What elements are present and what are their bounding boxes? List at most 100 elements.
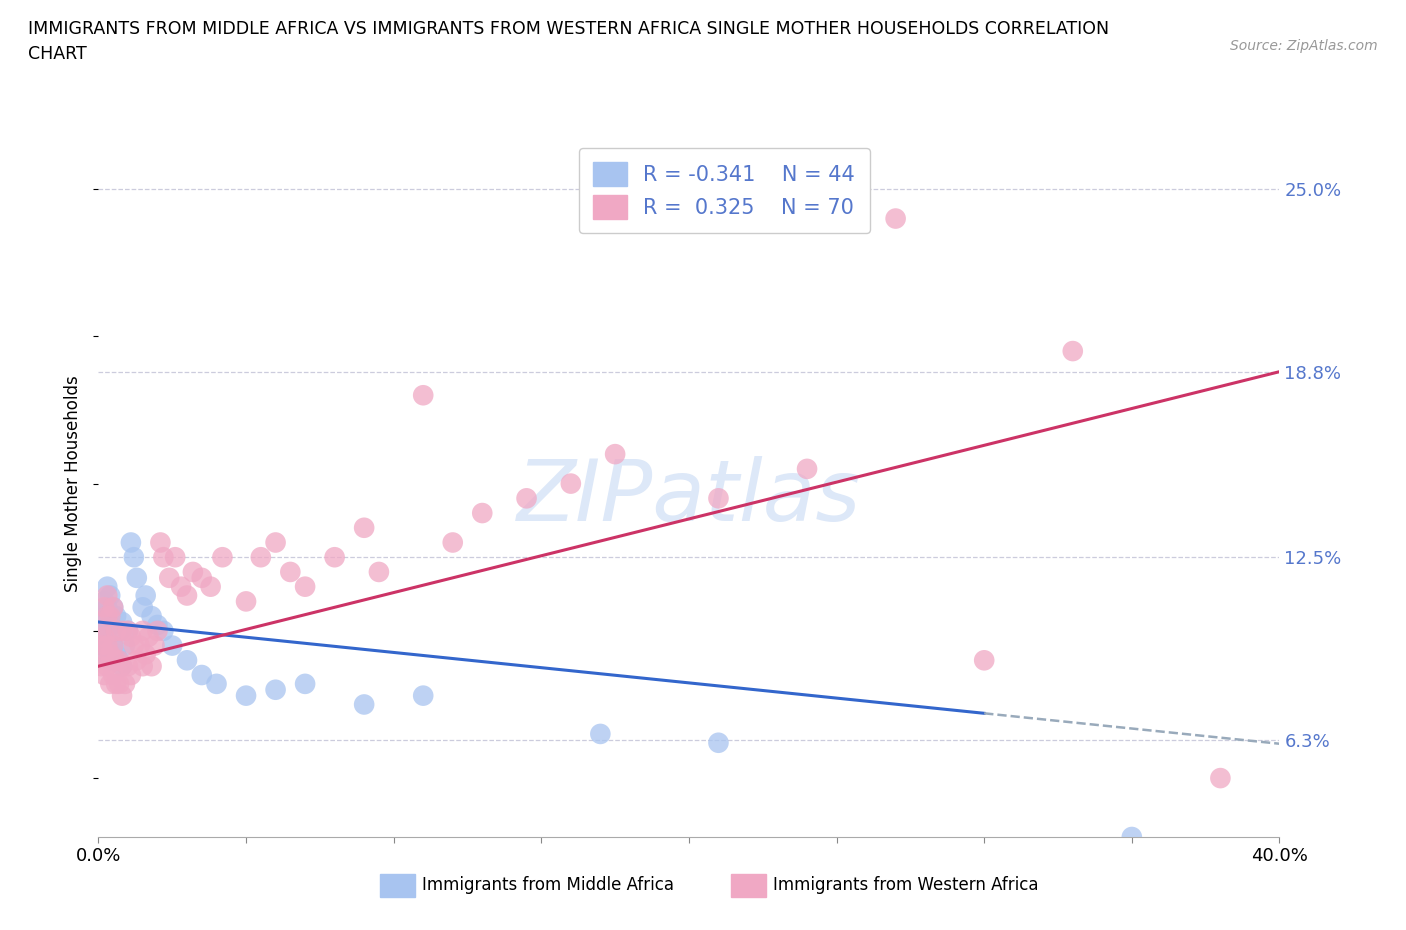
Point xyxy=(176,588,198,603)
Point xyxy=(114,638,136,653)
Point xyxy=(111,658,134,673)
Point xyxy=(353,521,375,536)
Point xyxy=(135,647,157,662)
Point xyxy=(93,600,115,615)
Point xyxy=(125,653,148,668)
Point xyxy=(471,506,494,521)
Point xyxy=(117,658,139,673)
Point xyxy=(96,579,118,594)
Point xyxy=(132,600,155,615)
Point xyxy=(143,638,166,653)
Point xyxy=(120,668,142,683)
Point xyxy=(105,653,128,668)
Point xyxy=(707,736,730,751)
Point xyxy=(96,609,118,624)
Point xyxy=(884,211,907,226)
Point xyxy=(605,446,627,461)
Point xyxy=(515,491,537,506)
Point xyxy=(96,638,118,653)
Point xyxy=(96,658,118,673)
Point xyxy=(103,638,125,653)
Point xyxy=(162,638,183,653)
Point xyxy=(294,579,316,594)
Point xyxy=(1121,830,1143,844)
Point xyxy=(93,609,115,624)
Point xyxy=(93,630,115,644)
Point xyxy=(141,609,163,624)
Point xyxy=(90,638,112,653)
Point xyxy=(146,618,169,632)
Point xyxy=(181,565,204,579)
Point xyxy=(98,618,121,632)
Point xyxy=(98,609,121,624)
Point xyxy=(103,600,125,615)
Point xyxy=(132,658,155,673)
Point xyxy=(93,630,115,644)
Point xyxy=(294,676,316,691)
Point xyxy=(211,550,233,565)
Point xyxy=(117,623,139,638)
Point xyxy=(90,638,112,653)
Point xyxy=(152,550,174,565)
Point xyxy=(200,579,222,594)
Point xyxy=(191,570,214,585)
Point xyxy=(323,550,346,565)
Point xyxy=(1062,344,1084,359)
Point xyxy=(103,668,125,683)
Point xyxy=(170,579,193,594)
Point xyxy=(108,653,131,668)
Point xyxy=(264,683,287,698)
Text: IMMIGRANTS FROM MIDDLE AFRICA VS IMMIGRANTS FROM WESTERN AFRICA SINGLE MOTHER HO: IMMIGRANTS FROM MIDDLE AFRICA VS IMMIGRA… xyxy=(28,20,1109,38)
Point xyxy=(111,623,134,638)
Point xyxy=(165,550,187,565)
Point xyxy=(93,647,115,662)
Point xyxy=(146,623,169,638)
Point xyxy=(98,588,121,603)
Point xyxy=(114,676,136,691)
Point xyxy=(90,623,112,638)
Point xyxy=(368,565,391,579)
Point xyxy=(441,535,464,550)
Point xyxy=(98,653,121,668)
Point xyxy=(90,623,112,638)
Point xyxy=(264,535,287,550)
Text: Immigrants from Western Africa: Immigrants from Western Africa xyxy=(773,876,1039,895)
Point xyxy=(108,676,131,691)
Point xyxy=(278,565,302,579)
Point xyxy=(157,570,180,585)
Text: ZIPatlas: ZIPatlas xyxy=(517,457,860,539)
Text: Source: ZipAtlas.com: Source: ZipAtlas.com xyxy=(1230,39,1378,53)
Point xyxy=(105,623,128,638)
Point xyxy=(122,638,145,653)
Point xyxy=(138,630,160,644)
Point xyxy=(235,688,257,703)
Point xyxy=(90,609,112,624)
Point xyxy=(108,623,131,638)
Point xyxy=(132,623,155,638)
Point xyxy=(111,688,134,703)
Point xyxy=(235,594,257,609)
Point xyxy=(103,600,125,615)
Point xyxy=(120,630,142,644)
Y-axis label: Single Mother Households: Single Mother Households xyxy=(65,375,83,592)
Point xyxy=(412,688,434,703)
Point xyxy=(96,638,118,653)
Point xyxy=(141,658,163,673)
Point xyxy=(353,698,375,712)
Point xyxy=(412,388,434,403)
Point xyxy=(191,668,214,683)
Point xyxy=(205,676,228,691)
Point xyxy=(90,658,112,673)
Point xyxy=(98,676,121,691)
Point xyxy=(103,638,125,653)
Text: CHART: CHART xyxy=(28,45,87,62)
Point xyxy=(125,570,148,585)
Point xyxy=(93,594,115,609)
Point xyxy=(120,535,142,550)
Point xyxy=(589,726,612,741)
Point xyxy=(93,647,115,662)
Point xyxy=(96,588,118,603)
Point xyxy=(250,550,273,565)
Point xyxy=(105,647,128,662)
Point xyxy=(560,476,582,491)
